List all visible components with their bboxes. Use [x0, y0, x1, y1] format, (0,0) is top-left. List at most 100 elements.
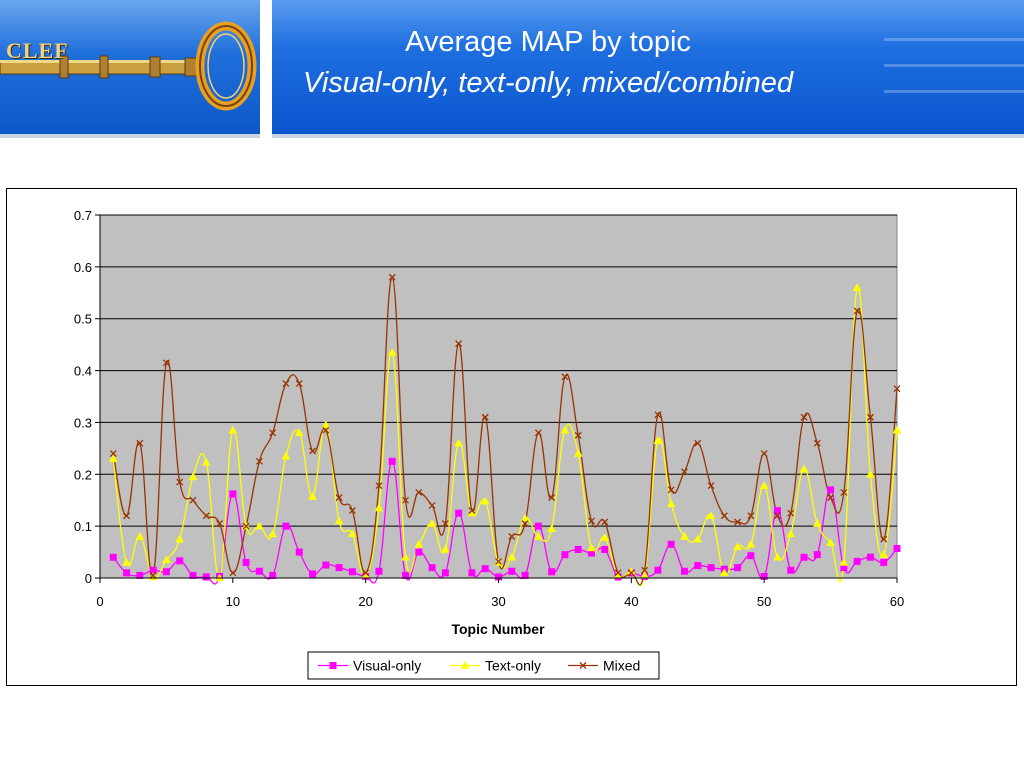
data-point-mixed	[667, 486, 675, 494]
legend-marker-visual-only	[329, 662, 337, 669]
data-point-visual-only	[813, 551, 821, 559]
data-point-text-only	[693, 534, 703, 543]
data-point-visual-only	[508, 567, 516, 575]
data-point-text-only	[201, 457, 211, 466]
data-point-mixed	[495, 557, 502, 565]
data-point-mixed	[734, 518, 742, 526]
data-point-visual-only	[441, 569, 449, 577]
data-point-mixed	[574, 431, 582, 439]
slide-subtitle: Visual-only, text-only, mixed/combined	[303, 67, 793, 99]
data-point-mixed	[136, 439, 144, 447]
data-point-text-only	[175, 534, 185, 543]
data-point-visual-only	[654, 566, 662, 574]
data-point-mixed	[255, 457, 263, 465]
data-point-text-only	[573, 449, 583, 457]
data-point-visual-only	[548, 568, 556, 576]
data-point-mixed	[455, 340, 463, 348]
data-point-mixed	[813, 439, 821, 447]
data-point-mixed	[428, 501, 436, 509]
data-point-visual-only	[534, 522, 542, 530]
data-point-text-only	[281, 451, 291, 460]
data-point-visual-only	[574, 545, 582, 553]
data-point-mixed	[282, 380, 290, 387]
legend-box	[307, 651, 660, 680]
data-point-mixed	[800, 413, 808, 421]
data-point-mixed	[335, 494, 343, 502]
y-tick-label: 0.3	[74, 415, 92, 430]
data-point-visual-only	[680, 567, 688, 575]
data-point-text-only	[387, 347, 397, 356]
data-point-mixed	[694, 439, 702, 447]
y-tick-label: 0.5	[74, 312, 92, 327]
data-point-mixed	[123, 512, 131, 520]
data-point-text-only	[454, 438, 464, 447]
data-point-text-only	[587, 543, 596, 552]
data-point-mixed	[588, 517, 595, 525]
y-tick-label: 0.1	[74, 519, 92, 534]
data-point-visual-only	[561, 551, 569, 559]
data-point-text-only	[653, 436, 663, 444]
data-point-visual-only	[428, 564, 436, 572]
data-point-mixed	[162, 359, 170, 367]
data-point-mixed	[760, 450, 768, 458]
y-tick-label: 0.2	[74, 467, 92, 482]
data-point-visual-only	[827, 486, 835, 494]
data-point-visual-only	[853, 557, 861, 565]
data-point-visual-only	[109, 553, 117, 561]
data-point-mixed	[521, 520, 529, 528]
legend-label-text-only: Text-only	[485, 658, 541, 674]
data-point-visual-only	[773, 507, 781, 515]
data-point-mixed	[773, 512, 781, 520]
data-point-text-only	[480, 496, 490, 505]
data-point-mixed	[601, 518, 609, 526]
x-tick-label: 30	[491, 594, 505, 609]
x-tick-label: 60	[890, 594, 904, 609]
data-point-text-only	[268, 529, 278, 538]
slide-title: Average MAP by topic	[405, 26, 691, 58]
legend-label-visual-only: Visual-only	[353, 658, 421, 674]
data-point-text-only	[321, 420, 331, 429]
x-tick-label: 20	[358, 594, 372, 609]
data-point-mixed	[534, 429, 542, 437]
data-point-visual-only	[694, 562, 702, 570]
data-point-text-only	[161, 555, 171, 564]
map-by-topic-chart: 0 0.1 0.2 0.3 0.4 0.5 0.6 0.7 0 10 20 30 40 50 60 Topi…	[74, 208, 904, 680]
data-point-text-only	[892, 425, 902, 434]
data-point-visual-only	[388, 457, 396, 465]
data-point-mixed	[176, 478, 184, 486]
data-point-text-only	[852, 283, 862, 291]
data-point-visual-only	[481, 565, 489, 573]
data-point-text-only	[254, 521, 264, 530]
data-point-visual-only	[322, 561, 330, 569]
data-point-mixed	[322, 426, 330, 434]
data-point-visual-only	[415, 548, 423, 556]
data-point-visual-only	[667, 540, 675, 548]
data-point-text-only	[507, 552, 517, 561]
data-point-text-only	[719, 568, 729, 577]
data-point-mixed	[216, 520, 224, 528]
clef-logo-text: CLEF	[6, 38, 69, 63]
data-point-mixed	[149, 571, 157, 579]
data-point-visual-only	[601, 545, 609, 553]
data-point-mixed	[681, 468, 688, 476]
data-point-text-only	[401, 552, 410, 561]
data-point-text-only	[228, 425, 238, 434]
data-point-mixed	[269, 429, 277, 437]
y-tick-label: 0.7	[74, 208, 92, 223]
data-point-mixed	[720, 512, 728, 520]
data-point-text-only	[746, 539, 756, 548]
chart-legend: Visual-only Text-only Mixed	[307, 651, 660, 680]
data-point-mixed	[561, 373, 569, 381]
plot-background	[99, 214, 898, 579]
data-point-mixed	[627, 569, 635, 577]
data-point-mixed	[189, 496, 197, 504]
data-point-text-only	[759, 481, 769, 489]
data-point-visual-only	[282, 522, 290, 530]
data-point-mixed	[402, 496, 409, 504]
data-point-visual-only	[734, 564, 742, 572]
data-point-visual-only	[162, 568, 170, 576]
data-point-text-only	[733, 542, 743, 551]
data-point-text-only	[135, 532, 145, 540]
y-tick-label: 0	[85, 571, 92, 586]
data-point-text-only	[108, 454, 118, 462]
